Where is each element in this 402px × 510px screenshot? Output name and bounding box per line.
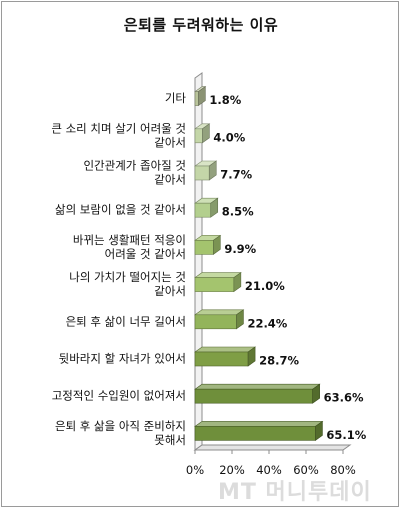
category-label: 못해서 — [154, 433, 186, 447]
x-tick-label: 60% — [293, 463, 319, 477]
category-label: 인간관계가 좁아질 것 — [83, 159, 186, 173]
value-label: 65.1% — [326, 428, 366, 442]
bar-top-face — [194, 309, 245, 316]
bar-front-face — [194, 91, 199, 106]
bar-side-face — [236, 309, 244, 330]
bar-side-face — [202, 123, 210, 144]
x-tick-label: 80% — [330, 463, 356, 477]
category-label: 뒷바라지 할 자녀가 있어서 — [59, 352, 186, 366]
chart-title: 은퇴를 두려워하는 이유 — [123, 16, 279, 34]
bar-7 — [194, 309, 245, 330]
bar-top-face — [194, 272, 242, 278]
bar-side-face — [233, 272, 242, 293]
bar-front-face — [194, 351, 249, 367]
value-label: 28.7% — [259, 354, 299, 368]
watermark-logo: MT 머니투데이 — [218, 480, 372, 505]
value-label: 21.0% — [245, 279, 285, 293]
bar-front-face — [194, 314, 237, 330]
bar-side-face — [247, 346, 256, 367]
bar-3 — [194, 160, 218, 181]
bar-9 — [194, 383, 321, 404]
category-label: 삶의 보람이 없을 것 같아서 — [55, 203, 186, 217]
bar-side-face — [208, 160, 217, 181]
bar-6 — [194, 272, 242, 293]
category-label: 고정적인 수입원이 없어져서 — [52, 389, 186, 403]
category-label: 기타 — [165, 91, 187, 105]
bar-side-face — [198, 86, 206, 107]
category-label: 같아서 — [154, 173, 186, 187]
bar-side-face — [312, 383, 320, 404]
category-label: 나의 가치가 떨어지는 것 — [69, 270, 186, 284]
x-tick-label: 20% — [219, 463, 245, 477]
bar-1 — [194, 86, 207, 107]
bar-side-face — [210, 197, 219, 218]
category-label: 큰 소리 치며 살기 어려울 것 — [51, 121, 186, 135]
axis-floor — [193, 444, 352, 451]
value-label: 4.0% — [213, 130, 245, 144]
category-label: 어려울 것 같아서 — [105, 247, 186, 261]
category-label: 은퇴 후 삶을 아직 준비하지 — [55, 419, 186, 433]
value-label: 1.8% — [209, 93, 241, 107]
bar-top-face — [194, 421, 324, 427]
bar-front-face — [194, 128, 203, 144]
bar-top-face — [194, 383, 321, 390]
value-label: 22.4% — [247, 316, 287, 330]
value-label: 7.7% — [220, 168, 252, 182]
bar-front-face — [194, 165, 210, 181]
bar-front-face — [194, 240, 214, 255]
category-label: 바뀌는 생활패턴 적응이 — [73, 233, 186, 247]
bar-front-face — [194, 277, 235, 292]
x-tick-label: 0% — [186, 463, 204, 477]
bar-side-face — [213, 234, 221, 255]
bar-10 — [194, 420, 324, 441]
bar-8 — [194, 346, 257, 367]
bar-front-face — [194, 202, 212, 218]
bar-front-face — [194, 388, 313, 404]
value-label: 8.5% — [222, 205, 254, 219]
bar-2 — [194, 123, 211, 144]
category-label: 은퇴 후 삶이 너무 길어서 — [66, 314, 186, 328]
value-label: 9.9% — [224, 242, 256, 256]
bar-top-face — [194, 346, 257, 353]
category-label: 같아서 — [154, 135, 186, 149]
bar-front-face — [194, 426, 316, 441]
category-label: 같아서 — [154, 284, 186, 298]
value-label: 63.6% — [324, 391, 364, 405]
bar-side-face — [315, 420, 323, 441]
bar-5 — [194, 234, 222, 255]
x-tick-label: 40% — [256, 463, 282, 477]
bar-4 — [194, 197, 219, 218]
